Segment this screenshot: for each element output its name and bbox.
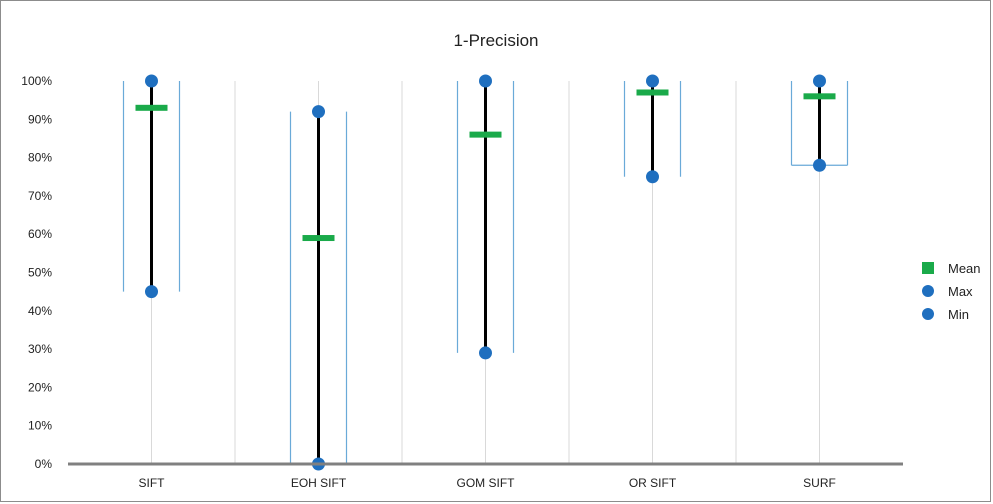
legend: Mean Max Min	[922, 261, 981, 322]
x-tick-label: SIFT	[139, 476, 166, 490]
min-point	[646, 170, 659, 184]
range-brackets	[122, 81, 849, 464]
legend-min-label: Min	[948, 307, 969, 322]
legend-max-swatch	[922, 285, 934, 297]
min-point	[813, 158, 826, 172]
max-point	[145, 74, 158, 88]
y-tick-label: 100%	[21, 74, 52, 88]
y-tick-label: 70%	[28, 189, 52, 203]
x-tick-label: OR SIFT	[629, 476, 677, 490]
min-point	[479, 346, 492, 360]
x-tick-label: GOM SIFT	[457, 476, 516, 490]
y-axis: 0% 10% 20% 30% 40% 50% 60% 70% 80% 90% 100%	[21, 74, 52, 471]
chart-title: 1-Precision	[453, 31, 538, 50]
mean-marker	[469, 131, 502, 138]
y-tick-label: 50%	[28, 266, 52, 280]
max-point	[813, 74, 826, 88]
x-tick-label: EOH SIFT	[291, 476, 347, 490]
legend-mean-swatch	[922, 262, 934, 274]
legend-min-swatch	[922, 308, 934, 320]
mean-marker	[302, 235, 335, 242]
y-tick-label: 10%	[28, 419, 52, 433]
max-point	[312, 105, 325, 119]
x-axis: SIFT EOH SIFT GOM SIFT OR SIFT SURF	[68, 462, 903, 490]
mean-marker	[636, 89, 669, 96]
max-point	[646, 74, 659, 88]
y-tick-label: 0%	[35, 457, 53, 471]
y-tick-label: 40%	[28, 304, 52, 318]
range-lines	[150, 81, 821, 464]
legend-max-label: Max	[948, 284, 973, 299]
min-point	[145, 285, 158, 299]
y-tick-label: 80%	[28, 151, 52, 165]
mean-marker	[135, 104, 168, 111]
max-point	[479, 74, 492, 88]
y-tick-label: 60%	[28, 227, 52, 241]
marks	[135, 74, 836, 471]
legend-mean-label: Mean	[948, 261, 981, 276]
y-tick-label: 30%	[28, 342, 52, 356]
x-tick-label: SURF	[803, 476, 836, 490]
y-tick-label: 20%	[28, 380, 52, 394]
mean-marker	[803, 93, 836, 100]
y-tick-label: 90%	[28, 112, 52, 126]
